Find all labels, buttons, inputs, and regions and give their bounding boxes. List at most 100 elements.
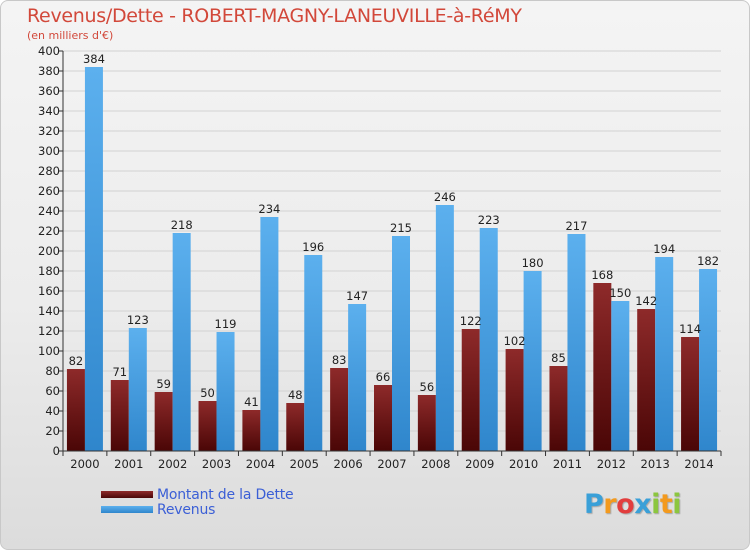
y-tick-label: 380: [38, 64, 60, 78]
x-tick-label: 2007: [377, 457, 406, 471]
bar-dette: [286, 403, 305, 451]
x-tick-label: 2008: [421, 457, 450, 471]
bar-dette: [66, 369, 85, 451]
data-label-revenus: 182: [697, 254, 719, 268]
chart-subtitle: (en milliers d'€): [27, 29, 114, 42]
bar-revenus: [304, 255, 323, 451]
data-label-revenus: 119: [215, 317, 237, 331]
data-label-dette: 85: [551, 351, 566, 365]
bar-dette: [198, 401, 217, 451]
bar-revenus: [128, 328, 147, 451]
logo-letter: r: [603, 489, 617, 520]
data-label-dette: 48: [288, 388, 303, 402]
y-tick-label: 300: [38, 144, 60, 158]
bar-dette: [242, 410, 261, 451]
bar-revenus: [523, 271, 542, 451]
y-tick-label: 280: [38, 164, 60, 178]
data-label-dette: 71: [112, 365, 127, 379]
y-tick-label: 220: [38, 224, 60, 238]
bar-dette: [374, 385, 392, 451]
data-label-revenus: 196: [302, 240, 324, 254]
bar-revenus: [84, 67, 103, 451]
x-tick-label: 2013: [641, 457, 670, 471]
data-label-dette: 122: [460, 314, 482, 328]
logo-letter: o: [616, 489, 635, 520]
bar-revenus: [479, 228, 498, 451]
data-label-dette: 50: [200, 386, 215, 400]
bar-dette: [417, 395, 436, 451]
y-tick-label: 200: [38, 244, 60, 258]
x-tick-label: 2005: [290, 457, 319, 471]
y-tick-label: 160: [38, 284, 60, 298]
data-label-revenus: 217: [565, 219, 587, 233]
data-label-dette: 142: [635, 294, 657, 308]
y-tick-label: 360: [38, 84, 60, 98]
y-tick-label: 140: [38, 304, 60, 318]
bar-dette: [154, 392, 173, 451]
y-tick-label: 400: [38, 44, 60, 58]
x-tick-label: 2002: [158, 457, 187, 471]
bar-revenus: [348, 304, 367, 451]
data-label-revenus: 215: [390, 221, 412, 235]
data-label-dette: 168: [591, 268, 613, 282]
logo-letter: t: [659, 489, 673, 520]
bar-dette: [505, 349, 524, 451]
data-label-revenus: 194: [653, 242, 675, 256]
x-tick-label: 2001: [114, 457, 143, 471]
data-label-revenus: 150: [609, 286, 631, 300]
y-tick-label: 40: [45, 404, 60, 418]
y-tick-label: 100: [38, 344, 60, 358]
bar-dette: [549, 366, 568, 451]
logo-letter: i: [651, 489, 660, 520]
legend-item-debt: Montant de la Dette: [101, 487, 501, 504]
bar-revenus: [567, 234, 586, 451]
y-tick-label: 20: [45, 424, 60, 438]
x-tick-label: 2014: [684, 457, 713, 471]
x-tick-label: 2010: [509, 457, 538, 471]
legend-swatch-revenus: [101, 506, 153, 513]
data-label-dette: 82: [69, 354, 84, 368]
legend-item-revenus: Revenus: [101, 502, 501, 519]
bar-revenus: [216, 332, 235, 451]
y-tick-label: 340: [38, 104, 60, 118]
data-label-revenus: 147: [346, 289, 368, 303]
data-label-dette: 59: [156, 377, 171, 391]
bar-revenus: [699, 269, 718, 451]
bar-revenus: [392, 236, 410, 451]
data-label-dette: 102: [504, 334, 526, 348]
logo-letter: x: [634, 489, 652, 520]
data-label-revenus: 223: [478, 213, 500, 227]
x-tick-label: 2009: [465, 457, 494, 471]
data-label-dette: 83: [332, 353, 347, 367]
legend-label-debt: Montant de la Dette: [157, 487, 294, 503]
logo-letter: P: [584, 489, 604, 520]
y-tick-label: 0: [53, 444, 60, 458]
y-tick-label: 60: [45, 384, 60, 398]
y-tick-label: 320: [38, 124, 60, 138]
x-tick-label: 2000: [70, 457, 99, 471]
bar-dette: [593, 283, 612, 451]
data-label-dette: 114: [679, 322, 701, 336]
bar-revenus: [172, 233, 191, 451]
data-label-revenus: 246: [434, 190, 456, 204]
data-label-revenus: 234: [258, 202, 280, 216]
legend-swatch-debt: [101, 491, 153, 498]
y-tick-label: 180: [38, 264, 60, 278]
data-label-revenus: 123: [127, 313, 149, 327]
proxiti-logo: Proxiti: [584, 489, 682, 520]
bar-dette: [330, 368, 349, 451]
x-tick-label: 2006: [333, 457, 362, 471]
x-tick-label: 2004: [246, 457, 275, 471]
x-tick-label: 2003: [202, 457, 231, 471]
y-tick-label: 240: [38, 204, 60, 218]
bar-dette: [461, 329, 480, 451]
data-label-revenus: 384: [83, 52, 105, 66]
y-tick-label: 80: [45, 364, 60, 378]
logo-letter: i: [672, 489, 682, 520]
legend-label-revenus: Revenus: [157, 502, 216, 518]
bar-revenus: [260, 217, 279, 451]
bar-dette: [110, 380, 129, 451]
y-tick-label: 260: [38, 184, 60, 198]
